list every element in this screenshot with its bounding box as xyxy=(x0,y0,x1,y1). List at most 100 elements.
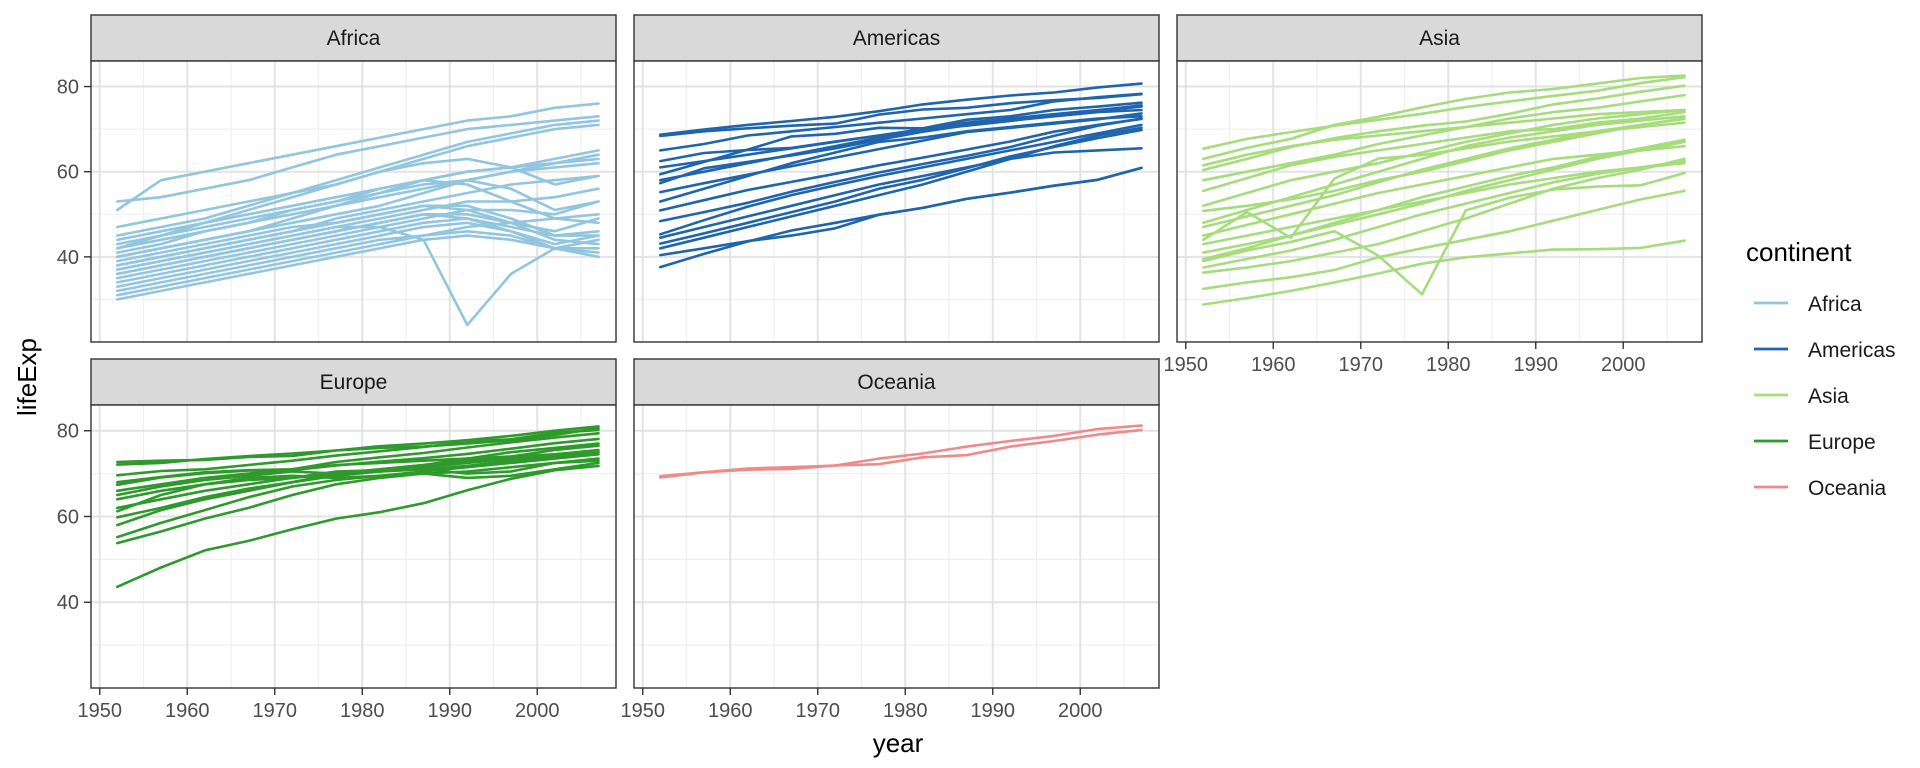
series-line-europe xyxy=(116,448,600,519)
series-line-asia xyxy=(1202,75,1686,150)
x-tick-label: 1980 xyxy=(883,700,928,722)
series-line-asia xyxy=(1202,189,1686,291)
facet-strip-label-americas: Americas xyxy=(853,27,941,50)
legend: continent Africa Americas Asia Europe Oceani… xyxy=(1746,237,1896,500)
series-line-americas xyxy=(659,82,1143,136)
series-line-africa xyxy=(116,178,600,246)
series-group xyxy=(659,82,1143,269)
series-line-asia xyxy=(1202,84,1686,172)
series-line-oceania xyxy=(659,428,1143,478)
facet-strip-label-oceania: Oceania xyxy=(857,371,936,394)
x-tick-label: 1980 xyxy=(340,700,385,722)
series-line-americas xyxy=(659,108,1143,182)
series-line-africa xyxy=(116,230,600,297)
x-tick-label: 2000 xyxy=(515,700,560,722)
series-line-americas xyxy=(659,117,1143,223)
series-group xyxy=(116,102,600,327)
x-tick-label: 1990 xyxy=(428,700,473,722)
series-line-asia xyxy=(1202,117,1686,242)
legend-entry-africa: Africa xyxy=(1754,293,1862,316)
series-line-africa xyxy=(116,217,600,284)
facet-panels: Africa 40 60 80 Americas Asia 1950 1960 1970 1980… xyxy=(57,14,1703,722)
series-line-africa xyxy=(116,119,600,229)
panel-background xyxy=(91,405,616,688)
legend-entry-americas: Americas xyxy=(1754,339,1896,362)
facet-strip-africa xyxy=(90,14,617,62)
series-line-asia xyxy=(1202,93,1686,182)
series-line-africa xyxy=(116,200,600,280)
series-line-europe xyxy=(116,464,600,589)
legend-label-americas: Americas xyxy=(1808,339,1896,362)
series-line-asia xyxy=(1202,159,1686,269)
series-line-africa xyxy=(116,102,600,212)
panel-border xyxy=(90,404,617,689)
series-group xyxy=(659,424,1143,479)
facet-strip-americas xyxy=(633,14,1160,62)
x-tick-label: 1970 xyxy=(796,700,841,722)
facet-strip-asia xyxy=(1176,14,1703,62)
series-line-americas xyxy=(659,101,1143,176)
legend-entry-europe: Europe xyxy=(1754,431,1876,454)
x-tick-label: 1950 xyxy=(621,700,666,722)
x-tick-label: 2000 xyxy=(1601,354,1646,376)
series-line-europe xyxy=(116,453,600,539)
legend-label-oceania: Oceania xyxy=(1808,477,1887,500)
series-line-americas xyxy=(659,126,1143,250)
facet-strip-label-europe: Europe xyxy=(320,371,388,394)
x-tick-label: 1970 xyxy=(1339,354,1384,376)
panel-border xyxy=(633,60,1160,343)
series-line-americas xyxy=(659,166,1143,269)
facet-panel-americas: Americas xyxy=(633,14,1160,343)
facet-strip-oceania xyxy=(633,358,1160,406)
series-group xyxy=(116,425,600,589)
facet-strip-label-africa: Africa xyxy=(327,27,381,50)
x-axis-title: year xyxy=(873,728,924,758)
legend-label-asia: Asia xyxy=(1808,385,1849,408)
x-tick-label: 1960 xyxy=(165,700,210,722)
series-line-asia xyxy=(1202,144,1686,237)
facet-panel-asia: Asia 1950 1960 1970 1980 1990 2000 xyxy=(1164,14,1703,376)
series-line-africa xyxy=(116,157,600,259)
series-line-asia xyxy=(1202,239,1686,306)
x-tick-label: 1960 xyxy=(708,700,753,722)
gridlines xyxy=(91,405,616,688)
y-tick-label: 40 xyxy=(57,592,79,614)
series-line-asia xyxy=(1202,108,1686,208)
panel-background xyxy=(634,405,1159,688)
series-line-africa xyxy=(116,234,600,301)
facet-panel-europe: Europe 1950 1960 1970 1980 1990 2000 40 60 80 xyxy=(57,358,617,722)
series-line-asia xyxy=(1202,157,1686,274)
series-line-europe xyxy=(116,428,600,477)
series-group xyxy=(1202,74,1686,306)
legend-entry-asia: Asia xyxy=(1754,385,1849,408)
x-tick-label: 1950 xyxy=(1164,354,1209,376)
series-line-asia xyxy=(1202,108,1686,167)
series-line-africa xyxy=(116,153,600,250)
series-line-africa xyxy=(116,213,600,276)
legend-label-africa: Africa xyxy=(1808,293,1862,316)
facet-panel-africa: Africa 40 60 80 xyxy=(57,14,617,343)
panel-border xyxy=(633,404,1160,689)
x-tick-label: 1980 xyxy=(1426,354,1471,376)
y-tick-label: 60 xyxy=(57,162,79,184)
facet-panel-oceania: Oceania 1950 1960 1970 1980 1990 2000 xyxy=(621,358,1160,722)
series-line-europe xyxy=(116,459,600,545)
series-line-africa xyxy=(116,115,600,203)
gridlines xyxy=(634,405,1159,688)
facet-strip-europe xyxy=(90,358,617,406)
x-tick-label: 1970 xyxy=(253,700,298,722)
panel-border xyxy=(1176,60,1703,343)
series-line-africa xyxy=(116,204,600,267)
y-tick-label: 40 xyxy=(57,247,79,269)
series-line-asia xyxy=(1202,138,1686,261)
x-tick-label: 1990 xyxy=(1514,354,1559,376)
x-tick-label: 1990 xyxy=(971,700,1016,722)
y-axis-title: lifeExp xyxy=(12,338,42,416)
y-tick-label: 80 xyxy=(57,77,79,99)
y-tick-label: 60 xyxy=(57,506,79,528)
series-line-asia xyxy=(1202,74,1686,161)
series-line-europe xyxy=(116,442,600,510)
x-tick-label: 2000 xyxy=(1058,700,1103,722)
legend-label-europe: Europe xyxy=(1808,431,1876,454)
y-tick-label: 80 xyxy=(57,421,79,443)
